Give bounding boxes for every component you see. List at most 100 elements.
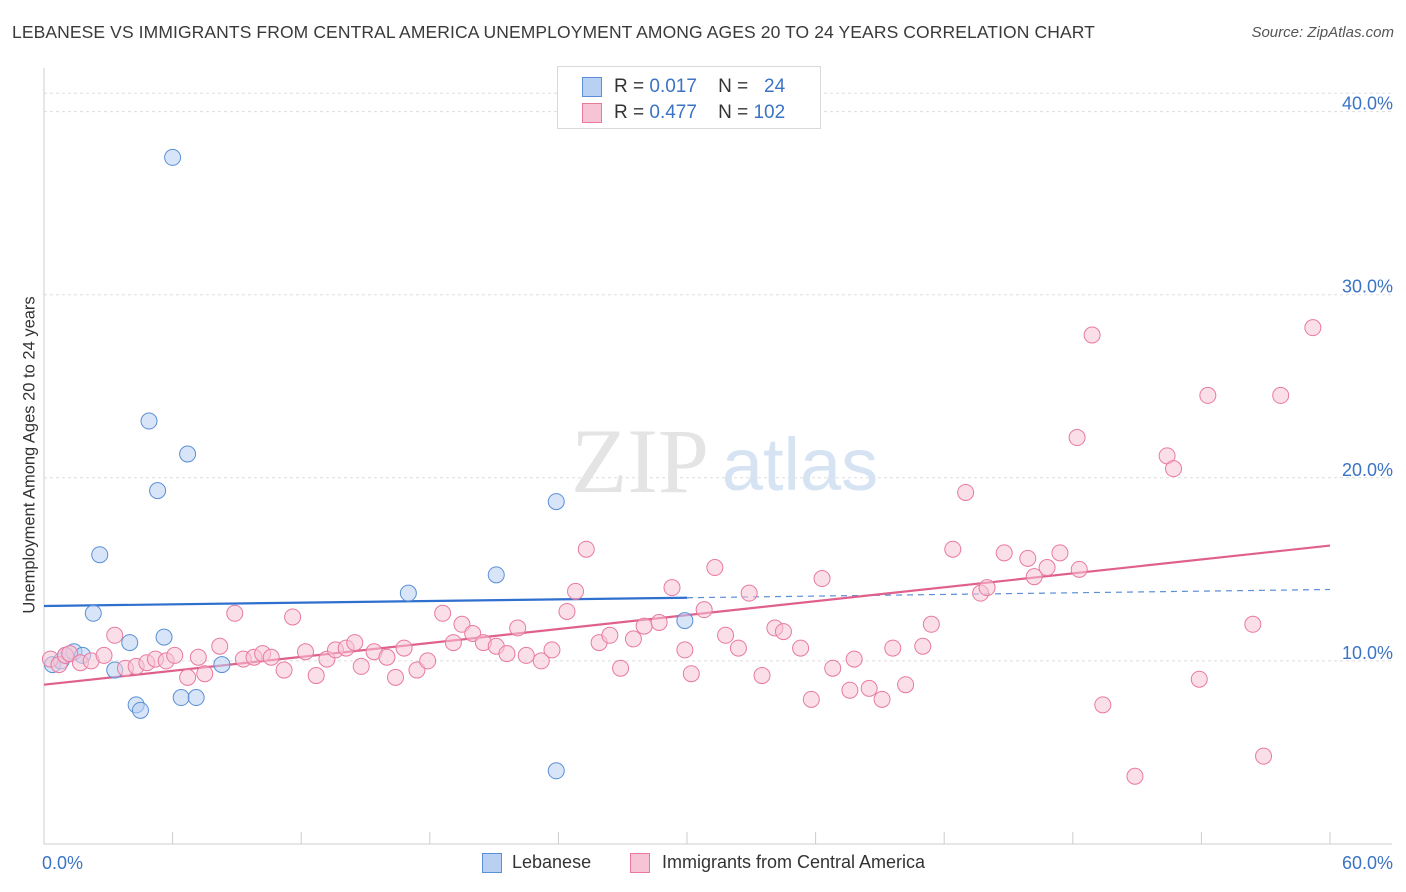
point-central-america: [509, 619, 527, 637]
point-lebanese: [155, 628, 173, 646]
r-label: R =: [614, 76, 645, 97]
point-central-america: [860, 679, 878, 697]
point-central-america: [106, 626, 124, 644]
point-central-america: [824, 659, 842, 677]
point-lebanese: [487, 566, 505, 584]
point-central-america: [517, 646, 535, 664]
point-central-america: [378, 648, 396, 666]
grid-lines: [44, 92, 1392, 662]
y-axis-label: Unemployment Among Ages 20 to 24 years: [20, 296, 39, 614]
point-central-america: [957, 483, 975, 501]
point-central-america: [226, 604, 244, 622]
point-lebanese: [547, 493, 565, 511]
point-central-america: [1255, 747, 1273, 765]
point-central-america: [624, 630, 642, 648]
point-central-america: [1094, 696, 1112, 714]
point-lebanese: [547, 762, 565, 780]
point-central-america: [845, 650, 863, 668]
source-label: Source: ZipAtlas.com: [1251, 24, 1394, 41]
legend-swatch-blue: [582, 77, 602, 97]
point-central-america: [1051, 544, 1069, 562]
n-label: N =: [718, 102, 749, 123]
point-lebanese: [149, 482, 167, 500]
point-central-america: [196, 665, 214, 683]
point-lebanese: [187, 689, 205, 707]
point-central-america: [729, 639, 747, 657]
y-tick-label: 40.0%: [1342, 94, 1393, 114]
watermark-atlas: atlas: [722, 423, 878, 506]
point-lebanese: [213, 656, 231, 674]
point-central-america: [841, 681, 859, 699]
trend-line-lebanese: [43, 596, 688, 608]
point-central-america: [682, 665, 700, 683]
point-central-america: [802, 690, 820, 708]
point-central-america: [352, 657, 370, 675]
r-value: 0.477: [649, 102, 697, 123]
n-value: 24: [764, 76, 786, 97]
point-central-america: [532, 652, 550, 670]
point-central-america: [884, 639, 902, 657]
point-central-america: [1038, 559, 1056, 577]
point-central-america: [166, 646, 184, 664]
point-central-america: [774, 623, 792, 641]
point-central-america: [873, 690, 891, 708]
point-central-america: [498, 645, 516, 663]
point-central-america: [978, 579, 996, 597]
point-central-america: [1068, 429, 1086, 447]
chart-title: LEBANESE VS IMMIGRANTS FROM CENTRAL AMER…: [12, 22, 1095, 42]
watermark: ZIP atlas: [571, 410, 878, 512]
point-lebanese: [121, 634, 139, 652]
point-central-america: [676, 641, 694, 659]
point-central-america: [1244, 615, 1262, 633]
point-central-america: [706, 559, 724, 577]
point-central-america: [387, 668, 405, 686]
point-central-america: [558, 602, 576, 620]
point-central-america: [543, 641, 561, 659]
legend-swatch-pink: [630, 853, 650, 873]
point-central-america: [1083, 326, 1101, 344]
legend-label: Lebanese: [512, 852, 592, 872]
point-central-america: [695, 601, 713, 619]
point-central-america: [395, 639, 413, 657]
x-tick-label: 0.0%: [42, 853, 83, 873]
point-lebanese: [91, 546, 109, 564]
point-central-america: [179, 668, 197, 686]
point-central-america: [1272, 386, 1290, 404]
point-central-america: [1304, 319, 1322, 337]
point-central-america: [346, 634, 364, 652]
point-central-america: [663, 579, 681, 597]
legend-swatch-blue: [482, 853, 502, 873]
n-label: N =: [718, 76, 749, 97]
point-central-america: [189, 648, 207, 666]
data-points: [41, 148, 1322, 785]
point-central-america: [577, 540, 595, 558]
r-value: 0.017: [649, 76, 697, 97]
point-central-america: [753, 667, 771, 685]
point-central-america: [922, 615, 940, 633]
point-central-america: [444, 634, 462, 652]
x-tick-label: 60.0%: [1342, 853, 1393, 873]
y-tick-label: 20.0%: [1342, 460, 1393, 480]
point-central-america: [717, 626, 735, 644]
watermark-zip: ZIP: [571, 410, 709, 512]
point-central-america: [275, 661, 293, 679]
point-lebanese: [140, 412, 158, 430]
legend-swatch-pink: [582, 103, 602, 123]
point-central-america: [897, 676, 915, 694]
y-tick-label: 30.0%: [1342, 277, 1393, 297]
legend-label: Immigrants from Central America: [662, 852, 926, 872]
point-central-america: [419, 652, 437, 670]
point-central-america: [1025, 568, 1043, 586]
point-lebanese: [399, 584, 417, 602]
axes: [43, 68, 1392, 845]
n-value: 102: [753, 102, 786, 123]
point-central-america: [1126, 767, 1144, 785]
point-lebanese: [676, 612, 694, 630]
point-central-america: [211, 637, 229, 655]
point-central-america: [567, 582, 585, 600]
trend-line-lebanese-extension: [686, 588, 1331, 599]
point-lebanese: [84, 604, 102, 622]
point-central-america: [262, 648, 280, 666]
point-lebanese: [172, 689, 190, 707]
